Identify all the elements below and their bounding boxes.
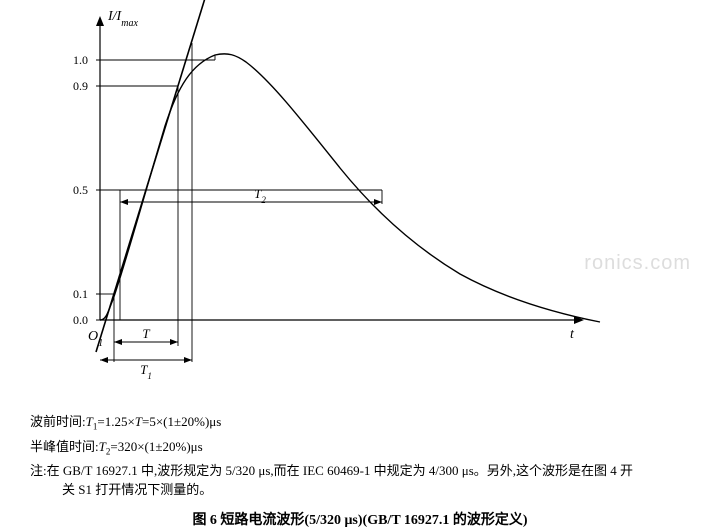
x-axis-label: t xyxy=(570,327,575,342)
svg-text:0.5: 0.5 xyxy=(73,183,88,197)
watermark-text: ronics.com xyxy=(584,252,691,275)
svg-text:T1: T1 xyxy=(140,362,152,381)
y-tick-0.0: 0.0 xyxy=(73,313,100,327)
note-line2: 关 S1 打开情况下测量的。 xyxy=(62,482,212,497)
figure-caption: 图 6 短路电流波形(5/320 μs)(GB/T 16927.1 的波形定义) xyxy=(30,511,690,530)
y-tick-0.9: 0.9 xyxy=(73,79,100,93)
note-prefix: 注: xyxy=(30,463,47,478)
svg-text:T: T xyxy=(142,326,150,341)
y-axis-label: I/Imax xyxy=(107,9,138,29)
svg-text:0.9: 0.9 xyxy=(73,79,88,93)
y-tick-0.5: 0.5 xyxy=(73,183,100,197)
svg-text:1.0: 1.0 xyxy=(73,53,88,67)
dim-T2: T2 xyxy=(120,186,382,205)
svg-text:0.1: 0.1 xyxy=(73,287,88,301)
y-tick-0.1: 0.1 xyxy=(73,287,100,301)
waveform-diagram: 0.0 0.1 0.5 0.9 1.0 I/Imax t O1 T T1 T2 xyxy=(0,0,705,400)
dim-T: T xyxy=(114,326,178,345)
svg-text:0.0: 0.0 xyxy=(73,313,88,327)
line2-prefix: 半峰值时间: xyxy=(30,439,99,454)
description-text: 波前时间:T1=1.25×T=5×(1±20%)μs 半峰值时间:T2=320×… xyxy=(30,412,690,530)
note-line1: 在 GB/T 16927.1 中,波形规定为 5/320 μs,而在 IEC 6… xyxy=(47,463,633,478)
line1-prefix: 波前时间: xyxy=(30,414,86,429)
y-tick-1.0: 1.0 xyxy=(73,53,100,67)
